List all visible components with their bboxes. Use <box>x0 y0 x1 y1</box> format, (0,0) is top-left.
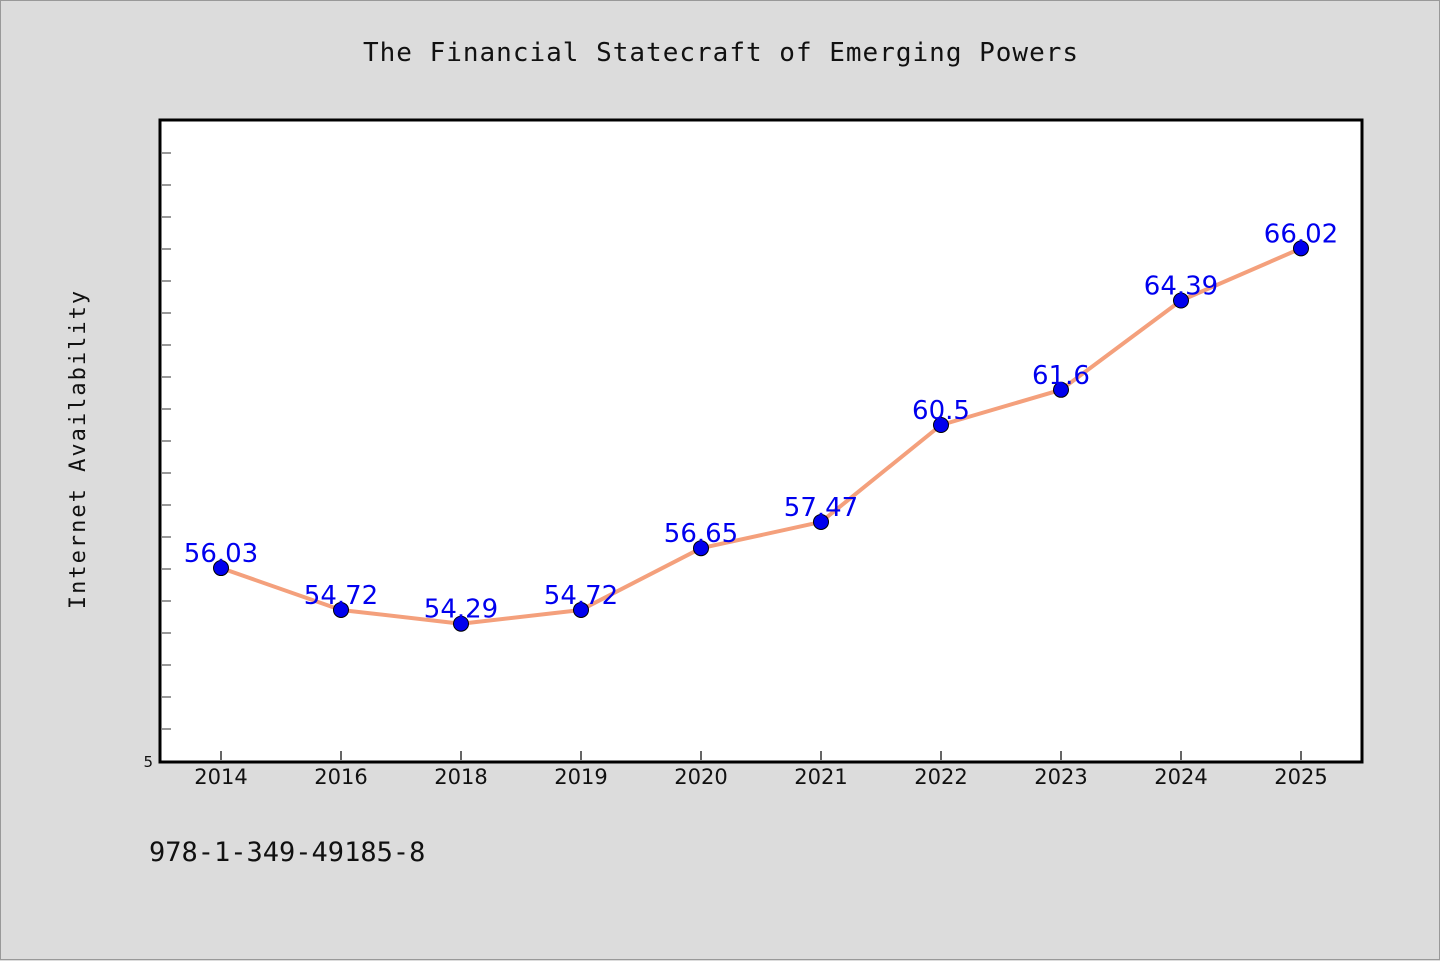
x-tick-label: 2014 <box>194 765 247 789</box>
x-tick-label: 2021 <box>794 765 847 789</box>
x-tick-label: 2019 <box>554 765 607 789</box>
data-point <box>1173 292 1189 309</box>
data-point <box>213 560 229 577</box>
data-point <box>693 540 709 557</box>
data-label: 54.72 <box>544 581 618 611</box>
data-label: 54.29 <box>424 595 498 625</box>
data-label: 54.72 <box>304 581 378 611</box>
isbn-text: 978-1-349-49185-8 <box>149 837 426 868</box>
y-axis-label: Internet Availability <box>66 289 91 609</box>
data-point <box>813 513 829 530</box>
x-tick-label: 2016 <box>314 765 367 789</box>
data-label: 60.5 <box>912 396 970 426</box>
data-point <box>333 601 349 618</box>
x-tick-label: 2024 <box>1154 765 1207 789</box>
chart-title: The Financial Statecraft of Emerging Pow… <box>363 38 1079 68</box>
data-point <box>1293 240 1309 257</box>
x-tick-label: 2025 <box>1274 765 1327 789</box>
data-point <box>933 417 949 433</box>
data-label: 61.6 <box>1032 361 1090 391</box>
data-label: 66.02 <box>1264 219 1338 249</box>
data-label: 57.47 <box>784 493 858 523</box>
plot-area <box>158 118 1364 764</box>
y-tick-label: 5 <box>143 753 153 771</box>
data-point <box>1053 381 1069 398</box>
data-label: 56.65 <box>664 519 738 549</box>
series-line <box>220 246 1302 626</box>
data-point <box>573 601 589 618</box>
x-tick-label: 2022 <box>914 765 967 789</box>
data-label: 64.39 <box>1144 272 1218 302</box>
data-label: 56.03 <box>184 539 258 569</box>
x-tick-label: 2023 <box>1034 765 1087 789</box>
data-point <box>453 615 469 632</box>
x-tick-label: 2020 <box>674 765 727 789</box>
x-tick-label: 2018 <box>434 765 487 789</box>
